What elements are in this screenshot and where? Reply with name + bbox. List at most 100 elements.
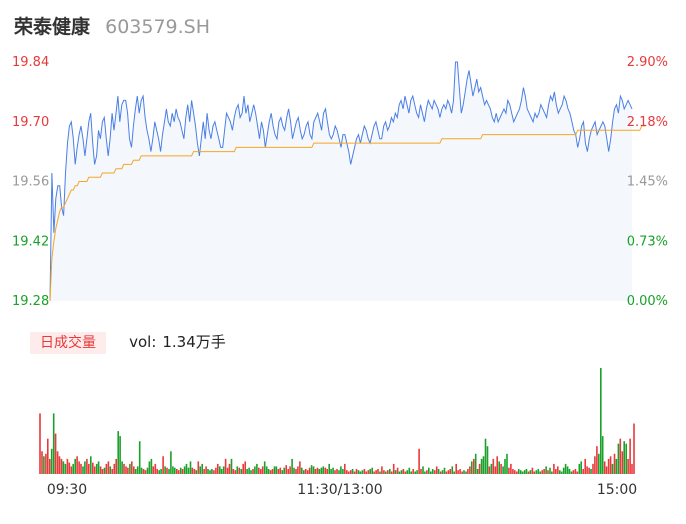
volume-bar [457, 470, 459, 474]
volume-bar [160, 469, 162, 474]
volume-bar [543, 469, 545, 474]
y-tick-label-left: 19.56 [12, 175, 49, 190]
volume-bar [273, 466, 276, 474]
volume-bar [629, 438, 631, 474]
volume-bar [400, 470, 403, 474]
volume-bar [586, 466, 588, 474]
volume-bar [371, 467, 373, 474]
volume-bar [275, 466, 278, 474]
axis-labels: 19.84 2.90% 19.70 2.18% 19.56 1.45% 19.42 0.73%… [12, 55, 668, 498]
volume-bar [306, 470, 309, 474]
volume-bar [269, 470, 272, 474]
volume-bar [504, 458, 506, 474]
volume-bar [209, 470, 211, 474]
volume-bar [377, 469, 379, 474]
volume-bar [103, 467, 106, 474]
volume-bar [320, 467, 323, 474]
volume-bar [74, 458, 76, 474]
volume-bar [559, 470, 561, 474]
volume-bar [351, 469, 354, 474]
volume-bar [633, 423, 635, 474]
volume-bar [443, 467, 446, 474]
volume-bar [185, 463, 188, 474]
volume-bar [402, 469, 405, 474]
volume-bar [498, 461, 500, 474]
volume-bar [598, 453, 600, 474]
volume-bar [219, 466, 221, 474]
volume-bar [60, 458, 63, 474]
volume-bar [396, 467, 399, 474]
volume-bar [576, 471, 579, 474]
volume-bar [183, 466, 186, 474]
volume-bar [609, 456, 612, 474]
volume-bar [521, 471, 524, 474]
volume-bar [553, 463, 555, 474]
volume-bar [265, 466, 268, 474]
volume-bar [93, 466, 96, 474]
volume-label: vol: [129, 333, 157, 351]
volume-bar [308, 467, 311, 474]
volume-bar [287, 469, 289, 474]
volume-bar [437, 469, 440, 474]
volume-bar [623, 441, 625, 474]
volume-bar [164, 466, 166, 474]
volume-bar [244, 461, 246, 474]
volume-bar [258, 467, 260, 474]
volume-bar [584, 458, 586, 474]
volume-bar [471, 461, 473, 474]
volume-bar [107, 461, 110, 474]
volume-bar [461, 471, 463, 474]
volume-badge[interactable]: 日成交量 [30, 332, 106, 354]
volume-bar [603, 461, 606, 474]
volume-bar [187, 467, 190, 474]
volume-bar [473, 458, 475, 474]
volume-bar [113, 463, 116, 474]
volume-bar [220, 469, 223, 474]
volume-bar [205, 466, 207, 474]
volume-bar [525, 469, 528, 474]
volume-bar [551, 471, 553, 474]
y-tick-label-left: 19.70 [12, 115, 49, 130]
volume-bar [170, 451, 172, 474]
volume-bar [541, 470, 543, 474]
volume-bar [566, 466, 569, 474]
volume-bar [140, 467, 143, 474]
volume-bar [451, 466, 454, 474]
y-tick-label-right: 2.90% [627, 55, 668, 70]
volume-bar [121, 461, 123, 474]
volume-bar [174, 467, 176, 474]
volume-bar [500, 463, 502, 474]
volume-bar [252, 469, 254, 474]
volume-bar [387, 470, 389, 474]
volume-bar [601, 436, 604, 474]
volume-bar [383, 470, 385, 474]
volume-bar [142, 469, 145, 474]
volume-bar [414, 471, 416, 474]
volume-bar [168, 469, 170, 474]
volume-bar [465, 471, 467, 474]
y-tick-label-left: 19.42 [12, 234, 49, 249]
volume-bar [304, 469, 307, 474]
stock-code: 603579.SH [105, 16, 211, 38]
volume-bar [203, 469, 205, 474]
volume-bar [492, 458, 495, 474]
volume-bar [353, 471, 356, 474]
volume-bar [295, 469, 297, 474]
volume-bar [392, 463, 395, 474]
volume-bar [340, 466, 342, 474]
volume-bar [531, 467, 534, 474]
volume-bar [422, 466, 424, 474]
volume-bar [406, 470, 409, 474]
volume-bar [326, 469, 328, 474]
volume-bar [154, 463, 157, 474]
volume-bar [281, 470, 284, 474]
volume-bar [158, 470, 160, 474]
volume-bar [373, 471, 375, 474]
volume-bar [344, 463, 346, 474]
volume-bar [631, 463, 633, 474]
volume-bar [109, 466, 112, 474]
volume-bar [177, 470, 180, 474]
volume-bar [619, 438, 622, 474]
volume-bar [342, 469, 344, 474]
volume-bar [363, 469, 366, 474]
